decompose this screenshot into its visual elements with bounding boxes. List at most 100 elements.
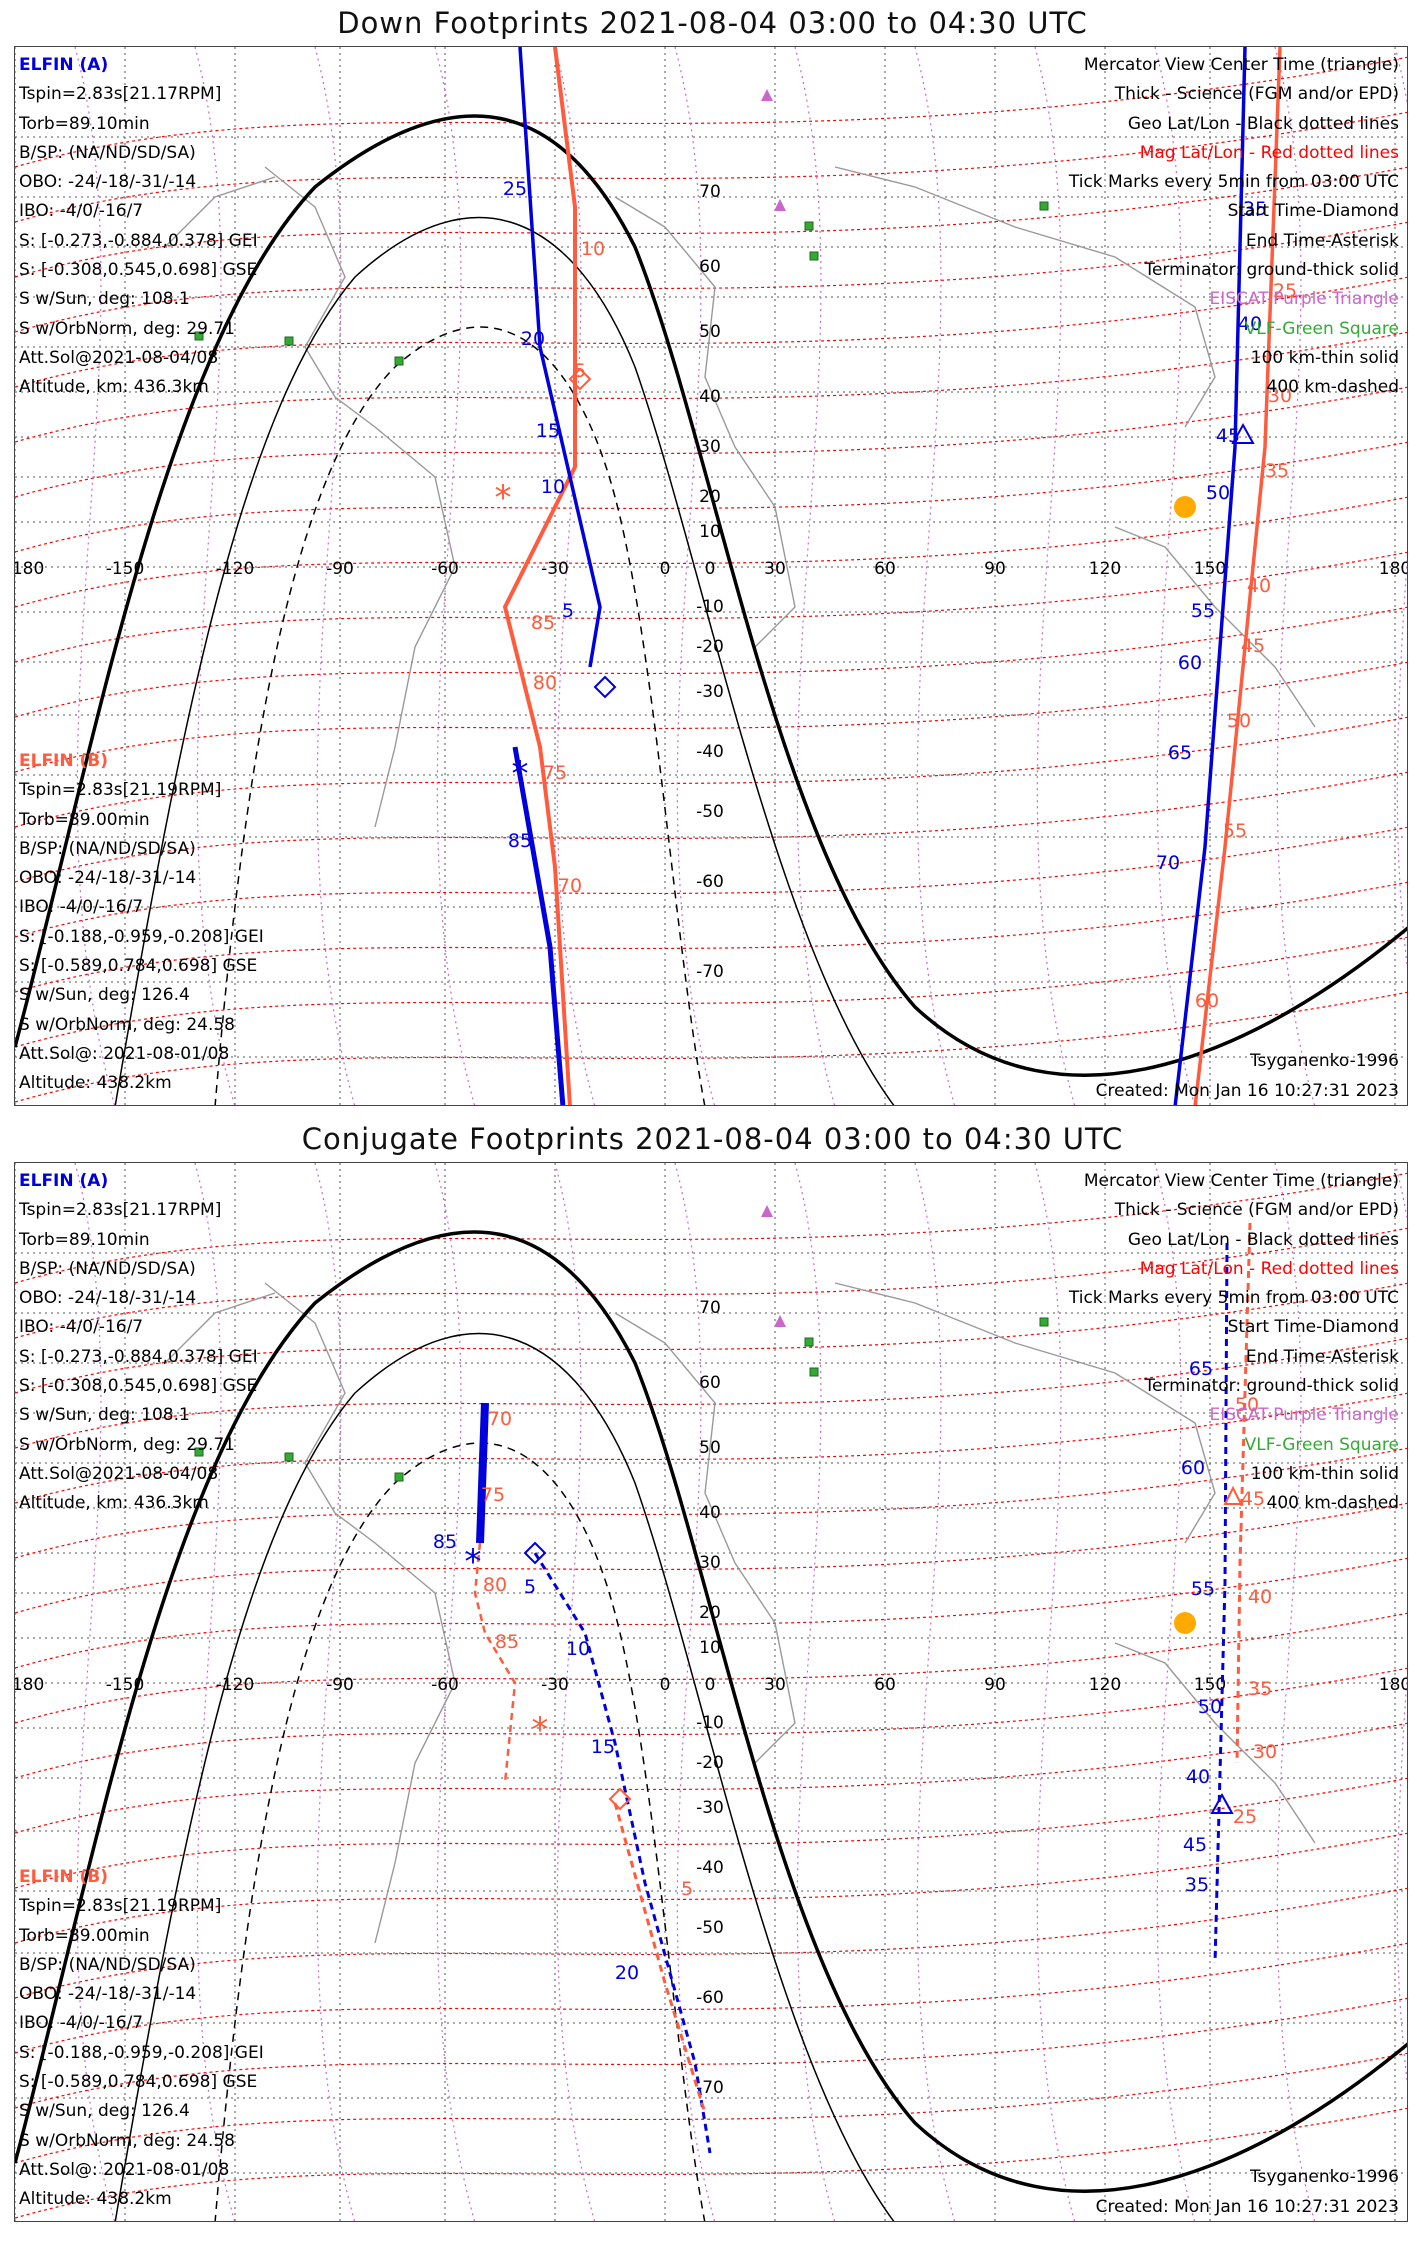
mag-parallel	[15, 826, 1407, 938]
elfin-a-tick-label: 5	[562, 600, 574, 622]
lon-label: -120	[216, 1675, 255, 1695]
legend-item: Mercator View Center Time (triangle)	[1083, 1171, 1399, 1191]
elfin-b-tick-label: 25	[1273, 280, 1297, 302]
eiscat-triangle-icon	[774, 1315, 786, 1327]
elfin-a-tick-label: 20	[521, 328, 545, 350]
info-line: IBO: -4/0/-16/7	[19, 201, 144, 222]
elfin-b-title: ELFIN (B)	[19, 751, 109, 771]
legend-item: Tick Marks every 5min from 03:00 UTC	[1068, 1288, 1399, 1309]
lat-label: 30	[699, 1553, 721, 1573]
info-line: S w/Sun, deg: 108.1	[19, 1405, 190, 1426]
info-line: S w/OrbNorm, deg: 29.71	[19, 318, 236, 339]
lon-label: -60	[431, 559, 459, 579]
vlf-square-icon	[1039, 201, 1049, 211]
elfin-a-tick-label: 10	[566, 1638, 590, 1660]
legend-item: Tick Marks every 5min from 03:00 UTC	[1068, 172, 1399, 193]
elfin-b-tick-label: 75	[481, 1484, 505, 1506]
lon-label: -90	[326, 1675, 354, 1695]
info-line: Torb=89.00min	[19, 1925, 150, 1946]
elfin-a-tick-label: 15	[591, 1736, 615, 1758]
elfin-b-tick-label: 60	[1195, 990, 1219, 1012]
elfin-b-tick-label: 30	[1268, 385, 1292, 407]
vlf-square-icon	[284, 336, 294, 346]
vlf-square-icon	[394, 356, 404, 366]
info-line: S: [-0.188,-0.959,-0.208] GEI	[19, 926, 264, 947]
terminator-100km	[114, 1332, 895, 2221]
info-line: S: [-0.273,-0.884,0.378] GEI	[19, 230, 258, 251]
lon-label: 180	[1379, 1675, 1408, 1695]
mag-meridian	[794, 47, 836, 1105]
elfin-a-track	[512, 746, 566, 1105]
info-line: Torb=89.10min	[19, 1229, 150, 1250]
info-line: Altitude: 438.2km	[19, 2189, 172, 2210]
map-frame: -180-150-120-90-60-300306090120150180706…	[14, 46, 1408, 1106]
mag-parallel	[15, 1172, 1407, 1284]
elfin-b-tick-label: 35	[1265, 460, 1289, 482]
elfin-b-tick-label: 10	[581, 238, 605, 260]
lat-label: 0	[705, 1675, 716, 1695]
mag-parallel	[15, 166, 1407, 278]
mag-parallel	[15, 1612, 1407, 1724]
model-label: Tsyganenko-1996	[1249, 2167, 1399, 2187]
info-line: S w/OrbNorm, deg: 24.58	[19, 2130, 236, 2151]
elfin-a-tick-label: 55	[1191, 1578, 1215, 1600]
elfin-a-tick-label: 35	[1243, 198, 1267, 220]
lon-label: 0	[660, 1675, 671, 1695]
info-line: S w/Sun, deg: 126.4	[19, 2101, 190, 2122]
info-line: Tspin=2.83s[21.17RPM]	[19, 1200, 222, 1221]
terminator-ground	[15, 114, 1407, 1077]
elfin-a-tick-label: 15	[536, 420, 560, 442]
elfin-b-tick-label: 40	[1248, 1586, 1272, 1608]
lat-label: 40	[699, 1503, 721, 1523]
lon-label: 60	[874, 559, 896, 579]
lat-label: 60	[699, 257, 721, 277]
vlf-square-icon	[1039, 1317, 1049, 1327]
lon-label: 30	[764, 1675, 786, 1695]
mag-parallel	[15, 716, 1407, 828]
info-line: S w/Sun, deg: 108.1	[19, 289, 190, 310]
sun-icon	[1174, 1612, 1196, 1634]
map-plot: -180-150-120-90-60-300306090120150180706…	[15, 1163, 1408, 2221]
lon-label: 0	[660, 559, 671, 579]
info-line: IBO: -4/0/-16/7	[19, 2013, 144, 2034]
created-label: Created: Mon Jan 16 10:27:31 2023	[1095, 2197, 1399, 2217]
info-line: Tspin=2.83s[21.19RPM]	[19, 1896, 222, 1917]
info-line: S: [-0.589,0.784,0.698] GSE	[19, 956, 258, 977]
info-line: Torb=89.00min	[19, 809, 150, 830]
start-diamond-icon	[568, 367, 592, 391]
elfin-a-title: ELFIN (A)	[19, 55, 109, 75]
mag-parallel	[15, 1392, 1407, 1504]
mag-meridian	[914, 1163, 956, 2221]
mag-parallel	[15, 221, 1407, 333]
conjugate-footprints-panel: Conjugate Footprints 2021-08-04 03:00 to…	[0, 1116, 1425, 2226]
lat-label: -10	[696, 597, 724, 617]
info-line: Torb=89.10min	[19, 113, 150, 134]
legend-item: EISCAT-Purple Triangle	[1209, 1405, 1399, 1426]
end-asterisk-icon: *	[465, 1542, 482, 1582]
lat-label: 20	[699, 487, 721, 507]
elfin-b-tick-label: 40	[1247, 575, 1271, 597]
mag-parallel	[15, 1502, 1407, 1614]
lon-label: 90	[984, 1675, 1006, 1695]
map-frame: -180-150-120-90-60-300306090120150180706…	[14, 1162, 1408, 2222]
mag-parallel	[15, 1557, 1407, 1669]
mag-parallel	[15, 1337, 1407, 1449]
mag-parallel	[15, 551, 1407, 663]
mag-parallel	[15, 771, 1407, 883]
lat-label: -30	[696, 1798, 724, 1818]
mag-parallel	[15, 441, 1407, 553]
elfin-b-tick-label: 85	[495, 1631, 519, 1653]
elfin-a-info: ELFIN (A) Tspin=2.83s[21.17RPM] Torb=89.…	[19, 51, 258, 403]
mag-parallel	[15, 1887, 1407, 1999]
elfin-a-tick-label: 65	[1168, 742, 1192, 764]
view-center-triangle-icon	[1210, 1792, 1234, 1814]
lat-label: 70	[699, 1298, 721, 1318]
lon-label: -180	[15, 1675, 44, 1695]
lat-label: 40	[699, 387, 721, 407]
elfin-a-tick-label: 10	[541, 476, 565, 498]
legend-item: End Time-Asterisk	[1245, 230, 1399, 251]
info-line: Altitude, km: 436.3km	[19, 377, 209, 398]
info-line: IBO: -4/0/-16/7	[19, 897, 144, 918]
legend: Mercator View Center Time (triangle) Thi…	[1069, 51, 1399, 403]
elfin-b-tick-label: 50	[1235, 1394, 1259, 1416]
